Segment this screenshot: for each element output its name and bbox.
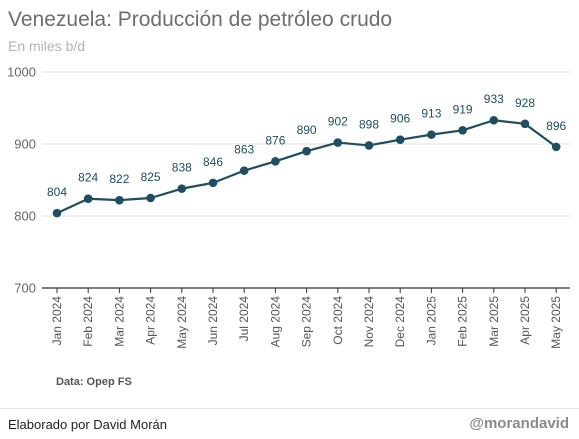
data-point <box>177 184 187 193</box>
x-tick-label: Mar 2024 <box>112 296 126 347</box>
x-tick-label: Dec 2024 <box>393 296 407 348</box>
x-tick-label: Apr 2024 <box>144 296 158 345</box>
data-point <box>302 146 311 156</box>
data-label: 919 <box>453 102 473 116</box>
data-point <box>551 142 561 152</box>
data-point <box>395 135 405 144</box>
footer-bar: Elaborado por David Morán @morandavid <box>0 408 579 439</box>
x-tick-label: Feb 2024 <box>81 296 95 347</box>
data-point <box>520 119 530 129</box>
y-tick-label: 700 <box>14 281 36 296</box>
x-tick-label: Feb 2025 <box>456 296 470 347</box>
data-point <box>271 156 280 166</box>
data-label: 902 <box>328 115 348 129</box>
x-tick-label: Jul 2024 <box>237 296 251 342</box>
data-point <box>458 126 467 135</box>
author-credit: Elaborado por David Morán <box>8 417 167 432</box>
data-label: 928 <box>515 96 535 110</box>
data-point <box>115 195 124 205</box>
data-label: 876 <box>265 133 285 147</box>
y-tick-label: 800 <box>14 209 36 224</box>
x-tick-label: May 2024 <box>175 296 189 349</box>
data-point <box>146 193 155 203</box>
data-point <box>52 208 62 218</box>
data-label: 906 <box>390 112 410 126</box>
x-tick-label: Nov 2024 <box>362 296 376 348</box>
data-point <box>83 194 93 204</box>
y-tick-label: 1000 <box>7 65 36 80</box>
data-label: 933 <box>484 92 504 106</box>
data-label: 824 <box>78 171 98 185</box>
x-tick-label: Apr 2025 <box>518 296 532 345</box>
data-label: 913 <box>421 107 441 121</box>
brand-handle: @morandavid <box>469 415 569 432</box>
data-point <box>208 178 218 188</box>
data-label: 898 <box>359 117 379 131</box>
x-tick-label: Oct 2024 <box>331 296 345 345</box>
x-tick-label: Aug 2024 <box>268 296 282 348</box>
data-point <box>489 115 499 125</box>
data-label: 822 <box>109 172 129 186</box>
y-tick-label: 900 <box>14 137 36 152</box>
data-source: Data: Opep FS <box>56 376 132 388</box>
data-point <box>333 138 343 147</box>
data-label: 838 <box>172 161 192 175</box>
data-label: 846 <box>203 155 223 169</box>
x-tick-label: Jun 2024 <box>206 296 220 346</box>
data-label: 863 <box>234 143 254 157</box>
data-label: 890 <box>297 123 317 137</box>
data-point <box>427 130 436 139</box>
chart-subtitle: En miles b/d <box>8 38 86 54</box>
x-tick-label: Jan 2024 <box>50 296 64 346</box>
x-tick-label: Sep 2024 <box>300 296 314 348</box>
chart-title: Venezuela: Producción de petróleo crudo <box>8 8 393 31</box>
x-tick-label: May 2025 <box>549 296 563 349</box>
x-tick-label: Jan 2025 <box>424 296 438 346</box>
data-point <box>364 141 374 150</box>
x-tick-label: Mar 2025 <box>487 296 501 347</box>
data-label: 825 <box>141 170 161 184</box>
data-label: 896 <box>546 119 566 133</box>
line-chart: 700 800 900 1000 Jan 2024 Feb 2024 Mar 2024 Apr… <box>7 65 570 349</box>
data-label: 804 <box>47 185 67 199</box>
data-point <box>239 166 249 175</box>
